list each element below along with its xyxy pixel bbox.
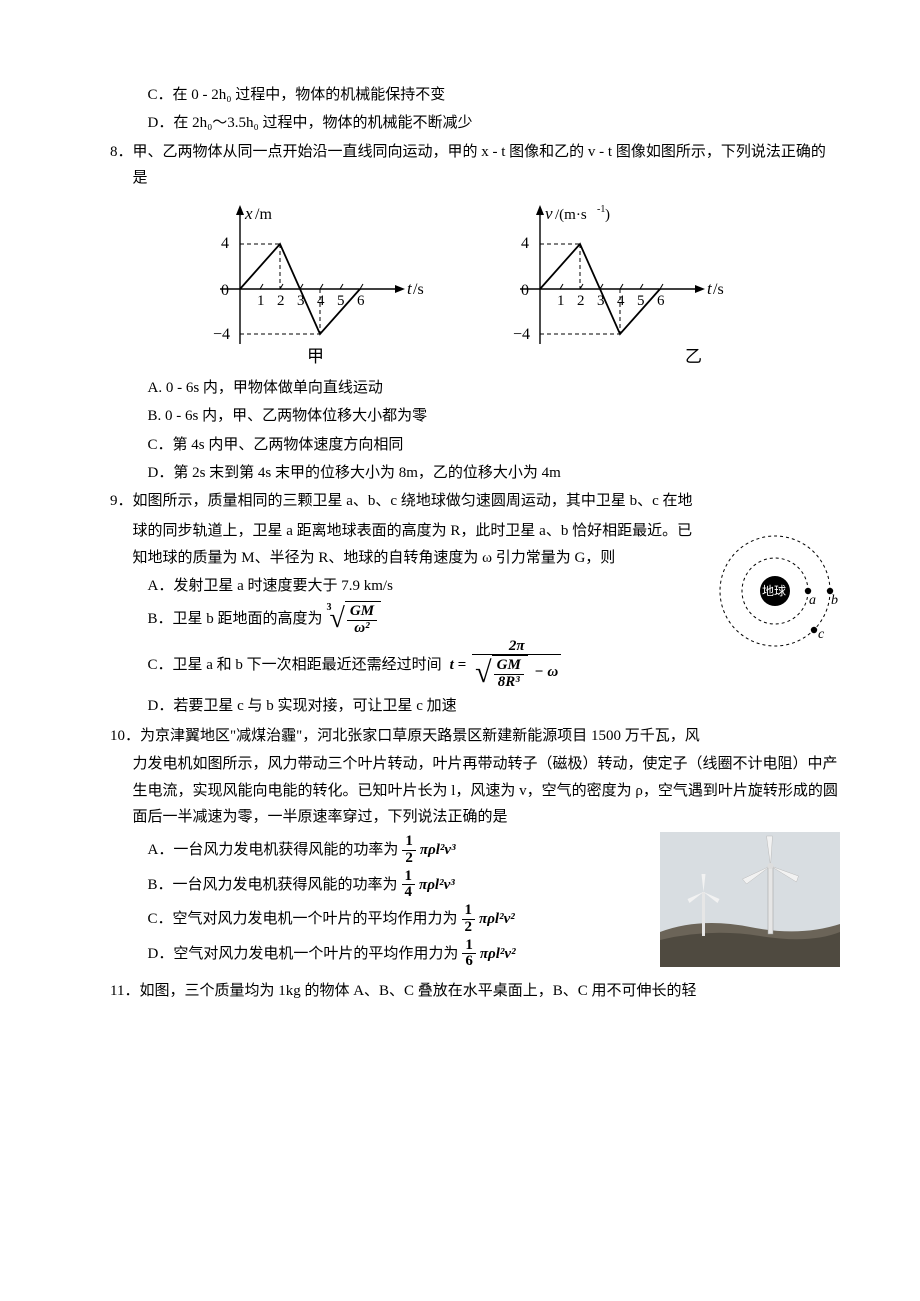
- q8-optB: B. 0 - 6s 内，甲、乙两物体位移大小都为零: [148, 408, 428, 424]
- q8-figures: 4 0 −4 1 2 3 4 5 6 x /m: [110, 199, 840, 369]
- q10A-tail: πρl²v³: [420, 837, 456, 863]
- svg-text:a: a: [809, 593, 816, 608]
- svg-text:/s: /s: [413, 281, 424, 298]
- svg-text:地球: 地球: [762, 584, 786, 598]
- q9-optB-text: B．卫星 b 距地面的高度为: [148, 606, 323, 632]
- q9C-den: √GM8R³ − ω: [472, 655, 561, 691]
- svg-text:6: 6: [657, 293, 665, 309]
- q10-figure: [660, 832, 840, 976]
- q10A-text: A．一台风力发电机获得风能的功率为: [148, 837, 399, 863]
- q10C-tail: πρl²v²: [479, 906, 515, 932]
- svg-text:0: 0: [521, 282, 529, 299]
- svg-text:x: x: [244, 204, 253, 223]
- q8-chart-right: 4 0 −4 1 2 3 4 5 6 v /(m·s -1 ) t /s: [495, 199, 755, 369]
- q9-optD: D．若要卫星 c 与 b 实现对接，可让卫星 c 加速: [148, 698, 457, 714]
- svg-text:−4: −4: [513, 326, 530, 343]
- q8-chart-left: 4 0 −4 1 2 3 4 5 6 x /m: [195, 199, 435, 369]
- q10C-den: 2: [462, 920, 476, 936]
- q10-optD: D．空气对风力发电机一个叶片的平均作用力为 16 πρl²v²: [110, 938, 648, 971]
- svg-text:甲: 甲: [307, 347, 324, 366]
- svg-text:/s: /s: [713, 281, 724, 298]
- svg-text:2: 2: [577, 293, 585, 309]
- q10B-num: 1: [402, 869, 416, 886]
- q9C-lhs: t =: [450, 652, 466, 678]
- q9-stem-line1: 9．如图所示，质量相同的三颗卫星 a、b、c 绕地球做匀速圆周运动，其中卫星 b…: [110, 488, 840, 514]
- q10C-num: 1: [462, 903, 476, 920]
- q8-optD: D．第 2s 末到第 4s 末甲的位移大小为 8m，乙的位移大小为 4m: [148, 465, 561, 481]
- q9C-num: 2π: [472, 639, 561, 656]
- q7-optC: C．在 0 - 2h₀ 过程中，物体的机械能保持不变: [148, 87, 446, 103]
- q10-optC: C．空气对风力发电机一个叶片的平均作用力为 12 πρl²v²: [110, 903, 648, 936]
- q9B-den: ω²: [347, 621, 377, 637]
- q8-optA: A. 0 - 6s 内，甲物体做单向直线运动: [148, 380, 383, 396]
- svg-text:4: 4: [221, 235, 229, 252]
- q8-stem: 8．甲、乙两物体从同一点开始沿一直线同向运动，甲的 x - t 图像和乙的 v …: [110, 139, 840, 192]
- svg-text:0: 0: [221, 282, 229, 299]
- svg-text:c: c: [818, 627, 825, 642]
- q10B-text: B．一台风力发电机获得风能的功率为: [148, 872, 398, 898]
- svg-text:4: 4: [317, 293, 325, 309]
- svg-text:乙: 乙: [685, 347, 702, 366]
- cube-root-icon: 3√ GMω²: [327, 601, 382, 637]
- q9-stem-line2: 球的同步轨道上，卫星 a 距离地球表面的高度为 R，此时卫星 a、b 恰好相距最…: [110, 518, 702, 571]
- svg-text:/m: /m: [255, 206, 272, 223]
- q9B-num: GM: [347, 604, 377, 621]
- q10A-den: 2: [402, 851, 416, 867]
- q10-stem-line2: 力发电机如图所示，风力带动三个叶片转动，叶片再带动转子（磁极）转动，使定子（线圈…: [110, 751, 840, 830]
- q8-optC: C．第 4s 内甲、乙两物体速度方向相同: [148, 437, 404, 453]
- q9-optC: C．卫星 a 和 b 下一次相距最近还需经过时间 t = 2π √GM8R³ −…: [110, 639, 702, 691]
- q9-optC-text: C．卫星 a 和 b 下一次相距最近还需经过时间: [148, 652, 442, 678]
- q10B-den: 4: [402, 885, 416, 901]
- q10-optB: B．一台风力发电机获得风能的功率为 14 πρl²v³: [110, 869, 648, 902]
- svg-text:v: v: [545, 204, 553, 223]
- q10B-tail: πρl²v³: [419, 872, 455, 898]
- q7-optD: D．在 2h₀～3.5h₀ 过程中，物体的机械能不断减少: [148, 115, 473, 131]
- svg-text:/(m·s: /(m·s: [555, 207, 587, 223]
- svg-text:−4: −4: [213, 326, 230, 343]
- q9-figure: 地球 a b c: [710, 526, 840, 665]
- q10-stem-line1: 10．为京津翼地区"减煤治霾"，河北张家口草原天路景区新建新能源项目 1500 …: [110, 723, 840, 749]
- q10C-text: C．空气对风力发电机一个叶片的平均作用力为: [148, 906, 458, 932]
- q10D-text: D．空气对风力发电机一个叶片的平均作用力为: [148, 941, 459, 967]
- q11-stem: 11．如图，三个质量均为 1kg 的物体 A、B、C 叠放在水平桌面上，B、C …: [110, 978, 840, 1004]
- svg-text:b: b: [831, 593, 838, 608]
- q10D-num: 1: [462, 938, 476, 955]
- q10D-den: 6: [462, 954, 476, 970]
- svg-text:): ): [605, 207, 610, 223]
- q9-optB: B．卫星 b 距地面的高度为 3√ GMω²: [110, 601, 702, 637]
- q10-optA: A．一台风力发电机获得风能的功率为 12 πρl²v³: [110, 834, 648, 867]
- q10A-num: 1: [402, 834, 416, 851]
- q10D-tail: πρl²v²: [480, 941, 516, 967]
- svg-text:1: 1: [557, 293, 565, 309]
- svg-text:4: 4: [521, 235, 529, 252]
- svg-text:4: 4: [617, 293, 625, 309]
- svg-text:6: 6: [357, 293, 365, 309]
- svg-text:1: 1: [257, 293, 265, 309]
- svg-text:2: 2: [277, 293, 285, 309]
- q9-optA: A．发射卫星 a 时速度要大于 7.9 km/s: [148, 578, 393, 594]
